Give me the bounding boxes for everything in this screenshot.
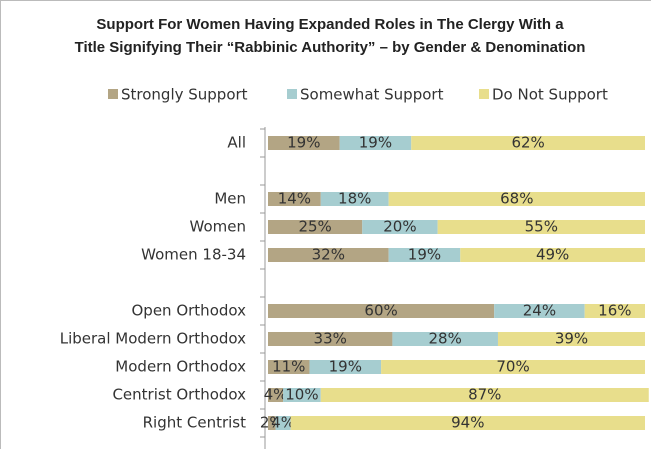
value-label: 62%	[511, 134, 544, 152]
chart-title: Support For Women Having Expanded Roles …	[96, 16, 564, 33]
y-tick-label: Right Centrist	[143, 414, 247, 432]
legend-label: Strongly Support	[121, 86, 248, 104]
value-label: 24%	[523, 302, 556, 320]
y-tick-label: Liberal Modern Orthodox	[60, 330, 246, 348]
bar-segment	[309, 360, 382, 374]
value-label: 55%	[525, 218, 558, 236]
bar-segment	[392, 332, 498, 346]
legend-swatch	[479, 89, 489, 99]
bar-segment	[268, 332, 393, 346]
value-label: 18%	[338, 190, 371, 208]
bar-segment	[388, 248, 461, 262]
bar-segment	[268, 192, 321, 206]
legend-label: Somewhat Support	[300, 86, 444, 104]
bar-segment	[494, 304, 585, 318]
value-label: 19%	[329, 358, 362, 376]
y-tick-label: Men	[214, 190, 246, 208]
value-label: 60%	[364, 302, 397, 320]
legend-label: Do Not Support	[492, 86, 608, 104]
bar-segment	[268, 360, 310, 374]
y-tick-label: Women 18-34	[141, 246, 246, 264]
bar-segment	[411, 136, 645, 150]
value-label: 25%	[298, 218, 331, 236]
bar-segment	[290, 416, 645, 430]
value-label: 20%	[383, 218, 416, 236]
bar-segment	[437, 220, 645, 234]
bar-segment	[275, 416, 291, 430]
value-label: 4%	[264, 386, 288, 404]
y-tick-label: Centrist Orthodox	[112, 386, 246, 404]
bar-segment	[460, 248, 645, 262]
value-label: 19%	[359, 134, 392, 152]
bar-segment	[268, 416, 276, 430]
legend-swatch	[108, 89, 118, 99]
bar-segment	[268, 220, 363, 234]
value-label: 19%	[408, 246, 441, 264]
value-label: 70%	[496, 358, 529, 376]
bar-segment	[320, 388, 649, 402]
y-tick-label: Modern Orthodox	[115, 358, 246, 376]
value-label: 49%	[536, 246, 569, 264]
bar-segment	[497, 332, 645, 346]
bar-segment	[339, 136, 412, 150]
value-label: 4%	[271, 414, 295, 432]
value-label: 94%	[451, 414, 484, 432]
y-tick-label: Women	[190, 218, 246, 236]
value-label: 68%	[500, 190, 533, 208]
value-label: 87%	[468, 386, 501, 404]
bar-segment	[381, 360, 645, 374]
bar-segment	[388, 192, 645, 206]
value-label: 11%	[272, 358, 305, 376]
value-label: 39%	[555, 330, 588, 348]
value-label: 10%	[285, 386, 318, 404]
y-tick-label: All	[227, 134, 246, 152]
bar-segment	[268, 304, 495, 318]
bar-segment	[584, 304, 645, 318]
bar-segment	[362, 220, 438, 234]
value-label: 16%	[598, 302, 631, 320]
bar-segment	[268, 388, 284, 402]
value-label: 14%	[278, 190, 311, 208]
chart-title: Title Signifying Their “Rabbinic Authori…	[75, 39, 586, 56]
value-label: 19%	[287, 134, 320, 152]
value-label: 32%	[312, 246, 345, 264]
legend-swatch	[287, 89, 297, 99]
value-label: 33%	[314, 330, 347, 348]
value-label: 28%	[429, 330, 462, 348]
bar-segment	[283, 388, 321, 402]
bar-segment	[320, 192, 389, 206]
bar-segment	[268, 248, 389, 262]
bar-segment	[268, 136, 340, 150]
y-tick-label: Open Orthodox	[132, 302, 247, 320]
